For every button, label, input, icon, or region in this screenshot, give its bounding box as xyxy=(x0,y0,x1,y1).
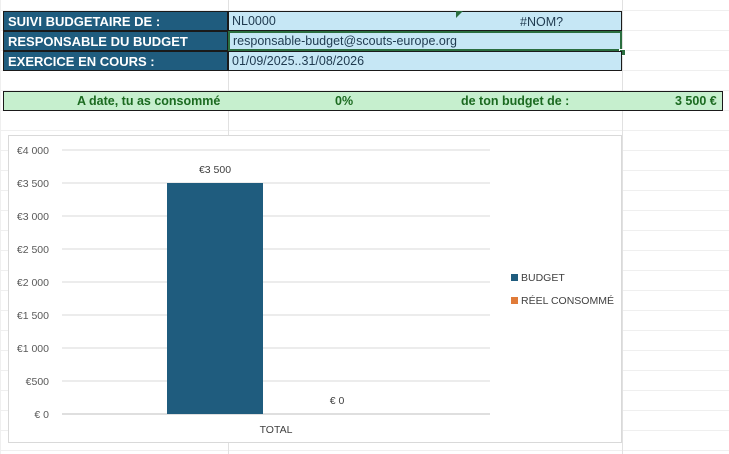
summary-amount: 3 500 € xyxy=(675,94,717,108)
x-category-label: TOTAL xyxy=(260,424,293,436)
data-label: €3 500 xyxy=(199,164,231,176)
y-tick-label: € 0 xyxy=(34,409,49,421)
y-tick-label: €2 500 xyxy=(17,244,49,256)
summary-middle: de ton budget de : xyxy=(461,94,570,108)
budget-chart[interactable]: € 0 €500 €1 000 €1 500 €2 000 €2 500 €3 000 €3 … xyxy=(8,135,622,443)
value-responsable-email[interactable]: responsable-budget@scouts-europe.org xyxy=(228,31,622,51)
consumption-summary-row[interactable]: A date, tu as consommé 0% de ton budget … xyxy=(3,91,723,111)
legend-swatch xyxy=(511,274,518,281)
column-divider xyxy=(622,0,623,454)
bar-budget xyxy=(167,183,263,414)
label-responsable[interactable]: RESPONSABLE DU BUDGET xyxy=(3,31,228,51)
summary-prefix: A date, tu as consommé xyxy=(77,94,221,108)
value-exercice[interactable]: 01/09/2025..31/08/2026 xyxy=(228,51,622,71)
y-tick-label: €1 000 xyxy=(17,343,49,355)
comment-indicator-icon xyxy=(456,11,463,18)
label-exercice[interactable]: EXERCICE EN COURS : xyxy=(3,51,228,71)
error-value-cell[interactable]: #NOM? xyxy=(520,15,564,29)
value-budget-code[interactable]: NL0000 xyxy=(228,11,622,31)
data-label: € 0 xyxy=(330,395,345,407)
y-tick-label: €2 000 xyxy=(17,277,49,289)
y-tick-label: €4 000 xyxy=(17,145,49,157)
y-tick-label: €500 xyxy=(26,376,50,388)
label-suivi-budgetaire[interactable]: SUIVI BUDGETAIRE DE : xyxy=(3,11,228,31)
chart-canvas: € 0 €500 €1 000 €1 500 €2 000 €2 500 €3 000 €3 … xyxy=(17,145,614,436)
legend-label: RÉEL CONSOMMÉ xyxy=(521,294,614,307)
legend-swatch xyxy=(511,297,518,304)
legend-label: BUDGET xyxy=(521,272,565,284)
y-tick-label: €3 500 xyxy=(17,178,49,190)
summary-percent: 0% xyxy=(335,94,354,108)
y-tick-label: €1 500 xyxy=(17,310,49,322)
y-tick-label: €3 000 xyxy=(17,211,49,223)
